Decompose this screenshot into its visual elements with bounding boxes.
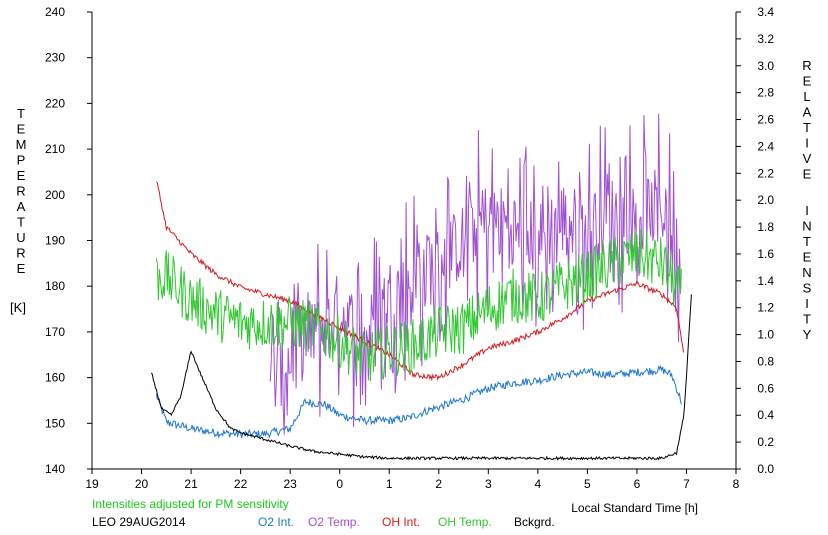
y-left-label-letter: P [17,153,26,168]
y-right-tick-label: 2.6 [757,113,774,127]
series-line-bckgrd [150,294,692,461]
y-left-label-letter: U [16,230,25,245]
y-right-label-letter: I [805,296,809,311]
y-left-label-letter: A [17,199,26,214]
y-right-tick-label: 1.8 [757,220,774,234]
y-right-label-letter: T [803,120,811,135]
legend-bckgrd: Bckgrd. [514,515,555,529]
x-tick-label: 7 [683,477,690,491]
y-left-unit: [K] [10,300,26,315]
legend-oh-int: OH Int. [382,515,420,529]
x-tick-label: 0 [336,477,343,491]
y-left-label-letter: R [16,184,25,199]
y-right-tick-label: 0.2 [757,435,774,449]
series-line-oh-temp [155,229,682,382]
y-left-tick-label: 240 [45,5,65,19]
y-right-label-letter: T [803,234,811,249]
y-right-label-letter: S [803,281,812,296]
x-tick-label: 22 [234,477,248,491]
y-right-tick-label: 0.4 [757,408,774,422]
y-right-label-letter: N [802,265,811,280]
x-tick-label: 2 [435,477,442,491]
y-left-tick-label: 140 [45,462,65,476]
y-left-label-letter: T [17,106,25,121]
y-left-tick-label: 230 [45,51,65,65]
y-right-label-letter: L [803,89,810,104]
x-tick-label: 20 [135,477,149,491]
x-tick-label: 3 [485,477,492,491]
x-tick-label: 6 [634,477,641,491]
y-right-tick-label: 3.4 [757,5,774,19]
y-left-label-letter: M [16,137,27,152]
x-tick-label: 5 [584,477,591,491]
pm-sensitivity-note: Intensities adjusted for PM sensitivity [92,497,289,511]
legend-oh-temp: OH Temp. [438,515,492,529]
y-right-tick-label: 1.4 [757,274,774,288]
y-left-label-letter: T [17,215,25,230]
series-line-o2-int [155,364,682,439]
y-right-label-letter: V [803,151,812,166]
y-right-tick-label: 0.6 [757,381,774,395]
y-right-label-letter: A [803,105,812,120]
y-left-label-letter: E [17,122,26,137]
y-right-tick-label: 1.0 [757,328,774,342]
y-right-tick-label: 0.0 [757,462,774,476]
series-line-oh-int [156,181,684,382]
y-left-tick-label: 200 [45,188,65,202]
y-left-tick-label: 220 [45,96,65,110]
y-right-label-letter: E [803,250,812,265]
y-right-tick-label: 2.0 [757,193,774,207]
y-right-tick-label: 3.2 [757,32,774,46]
y-right-tick-label: 2.8 [757,86,774,100]
y-right-label-letter: R [802,58,811,73]
y-right-tick-label: 3.0 [757,59,774,73]
y-left-tick-label: 190 [45,234,65,248]
x-tick-label: 23 [283,477,297,491]
y-right-label-letter: I [805,203,809,218]
series-layer [150,113,692,461]
y-right-label-letter: E [803,74,812,89]
y-right-label-letter: Y [803,327,812,342]
x-tick-label: 21 [184,477,198,491]
x-axis-label: Local Standard Time [h] [571,501,698,515]
y-right-tick-label: 2.2 [757,166,774,180]
legend-o2-temp: O2 Temp. [308,515,360,529]
y-left-label-letter: E [17,168,26,183]
y-left-tick-label: 160 [45,371,65,385]
y-right-label-letter: E [803,167,812,182]
y-right-tick-label: 0.8 [757,354,774,368]
y-right-tick-label: 2.4 [757,139,774,153]
y-left-tick-label: 150 [45,416,65,430]
y-right-tick-label: 1.2 [757,301,774,315]
legend-o2-int: O2 Int. [258,515,294,529]
axes-layer: 19 20 21 22 23 0 1 2 3 4 5 6 7 8140150160170180190200… [16,5,812,529]
x-tick-label: 8 [733,477,740,491]
y-right-label-letter: I [805,136,809,151]
y-left-tick-label: 210 [45,142,65,156]
x-tick-label: 1 [386,477,393,491]
y-left-tick-label: 180 [45,279,65,293]
y-right-label-letter: N [802,219,811,234]
station-date-label: LEO 29AUG2014 [92,515,186,529]
y-left-label-letter: E [17,261,26,276]
y-left-label-letter: R [16,246,25,261]
y-right-label-letter: T [803,312,811,327]
series-line-o2-temp [269,113,682,435]
x-tick-label: 19 [85,477,99,491]
y-right-tick-label: 1.6 [757,247,774,261]
y-left-tick-label: 170 [45,325,65,339]
x-tick-label: 4 [535,477,542,491]
